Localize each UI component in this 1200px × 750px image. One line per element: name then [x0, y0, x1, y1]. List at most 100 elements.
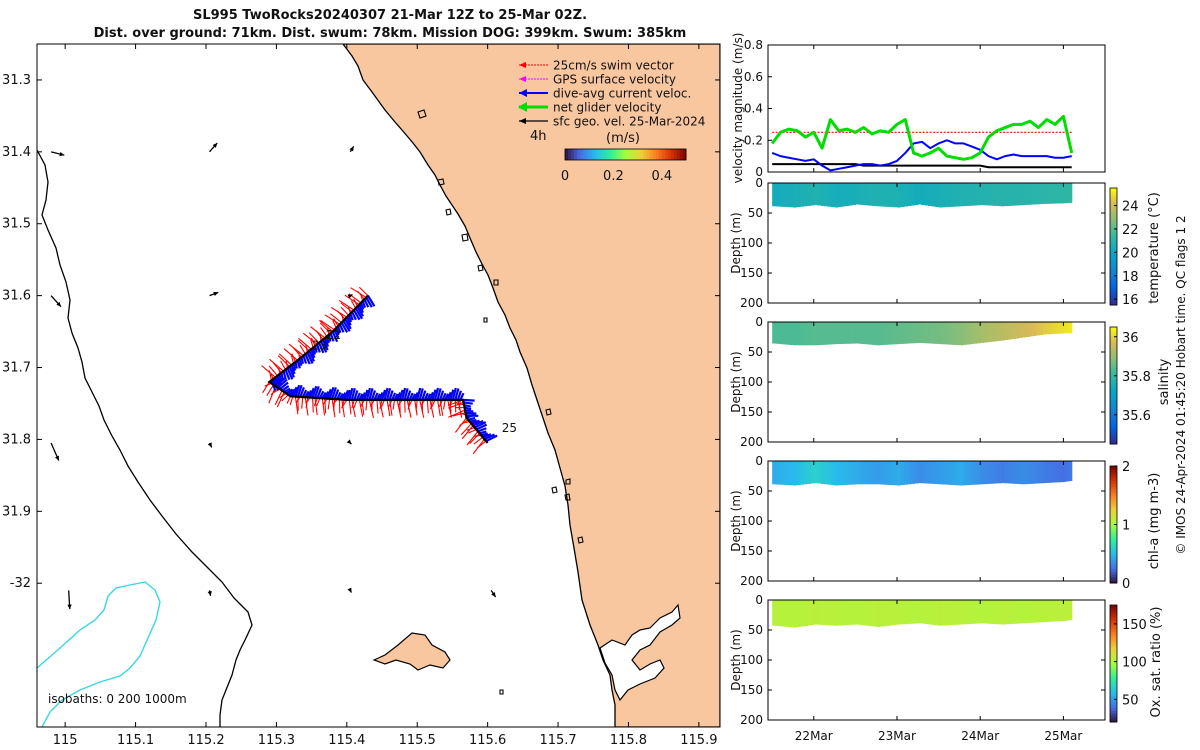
- colorbar-cell: [1110, 441, 1117, 445]
- swim-vector: [327, 398, 331, 410]
- legend-label-current: dive-avg current veloc.: [553, 87, 691, 101]
- section-cell: [969, 183, 974, 206]
- map-legend: 25cm/s swim vector GPS surface velocity …: [518, 59, 705, 184]
- speed-colorbar-cell: [655, 149, 660, 160]
- section-cell: [824, 600, 829, 626]
- section-cell: [775, 183, 780, 207]
- speed-colorbar-cell: [589, 149, 593, 160]
- colorbar-cell: [1110, 613, 1117, 618]
- section-cell: [976, 322, 981, 344]
- section-cell: [893, 322, 898, 345]
- swim-vector: [396, 399, 402, 418]
- section-cell: [1042, 600, 1047, 623]
- colorbar-cell: [1110, 501, 1117, 505]
- current-vector: [446, 391, 452, 401]
- swim-vector: [350, 300, 357, 309]
- section-cell: [890, 322, 895, 345]
- section-cell: [827, 183, 832, 207]
- section-cell: [973, 600, 978, 624]
- colorbar-cell: [1110, 287, 1117, 291]
- section-cell: [848, 322, 853, 344]
- section-cell: [810, 183, 815, 206]
- current-vector: [454, 388, 460, 401]
- speed-colorbar-cell: [631, 149, 636, 160]
- geo-vector-head: [349, 146, 354, 152]
- section-cell: [1039, 322, 1044, 335]
- colorbar-cell: [1110, 571, 1117, 575]
- section-cell: [983, 461, 988, 485]
- section-cell: [1018, 322, 1023, 338]
- colorbar-cell: [1110, 605, 1117, 609]
- colorbar-cell: [1110, 234, 1117, 239]
- section-cell: [876, 600, 881, 627]
- section-cell: [824, 461, 829, 485]
- swim-vector: [466, 427, 475, 431]
- section-cell: [1064, 322, 1067, 334]
- section-cell: [872, 322, 877, 345]
- swim-vector: [379, 399, 383, 409]
- swim-vector: [261, 365, 276, 378]
- colorbar-cell: [1110, 385, 1117, 389]
- section-cell: [831, 600, 836, 626]
- speed-colorbar-cell: [640, 149, 645, 160]
- map-y-tick-label: 31.3: [2, 73, 31, 88]
- velocity-lines: [770, 114, 1074, 172]
- section-cell: [945, 600, 950, 626]
- swim-vector: [407, 399, 411, 410]
- section-cell: [862, 322, 867, 345]
- swim-vector: [461, 425, 474, 440]
- section-cell: [862, 600, 867, 626]
- map-y-tick-label: 31.7: [2, 361, 31, 376]
- section-cell: [813, 183, 818, 206]
- colorbar-cell: [1110, 683, 1117, 688]
- section-cell: [1068, 183, 1071, 203]
- current-vector: [345, 389, 351, 401]
- section-cell: [890, 183, 895, 208]
- section-cell: [896, 600, 902, 625]
- section-cell: [1063, 461, 1066, 482]
- section-cell: [841, 183, 846, 207]
- section-cell: [796, 183, 801, 208]
- current-vector: [418, 388, 424, 401]
- section-cell: [983, 183, 988, 206]
- depth-y-tick-label: 150: [740, 544, 763, 558]
- swim-vector: [386, 399, 391, 417]
- depth-y-tick-label: 200: [740, 574, 763, 588]
- section-cell: [841, 600, 846, 626]
- colorbar-cell: [1110, 382, 1117, 386]
- velocity-line-net: [770, 114, 1074, 161]
- velocity-line-current: [771, 139, 1072, 172]
- map-x-tick-label: 115: [53, 733, 78, 748]
- temperature-panel: 0 50 100 150 200 Depth (m) 16 18 20 22 24 temper…: [729, 176, 1162, 310]
- legend-label-swim: 25cm/s swim vector: [553, 59, 674, 73]
- section-cell: [792, 322, 798, 346]
- section-cell: [834, 600, 839, 626]
- section-cell: [1004, 322, 1009, 340]
- section-cell: [858, 183, 863, 205]
- colorbar-frame: [1109, 604, 1118, 723]
- map-frame: [36, 43, 721, 728]
- section-cell: [994, 600, 999, 625]
- section-cell: [994, 461, 999, 484]
- section-cell: [799, 600, 804, 627]
- colorbar-cell: [1110, 344, 1117, 348]
- section-cell: [987, 461, 992, 484]
- section-cell: [1042, 461, 1047, 484]
- chlorophyll-ylabel: Depth (m): [729, 490, 743, 551]
- section-cell: [890, 461, 895, 486]
- speed-colorbar-tick: 0: [561, 169, 569, 184]
- section-cell: [914, 322, 919, 344]
- swim-vector: [408, 399, 413, 407]
- current-vector: [350, 387, 356, 401]
- colorbar-cell: [1110, 397, 1117, 401]
- section-cell: [945, 461, 950, 485]
- swim-vector: [298, 337, 312, 350]
- section-cell: [779, 183, 784, 207]
- section-cell: [997, 461, 1002, 484]
- map-x-tick-label: 115.3: [258, 733, 295, 748]
- colorbar-tick-label: 20: [1122, 246, 1139, 261]
- depth-y-tick-label: 200: [740, 713, 763, 727]
- current-vector: [309, 387, 315, 398]
- section-cell: [775, 322, 780, 344]
- colorbar-cell: [1110, 281, 1117, 286]
